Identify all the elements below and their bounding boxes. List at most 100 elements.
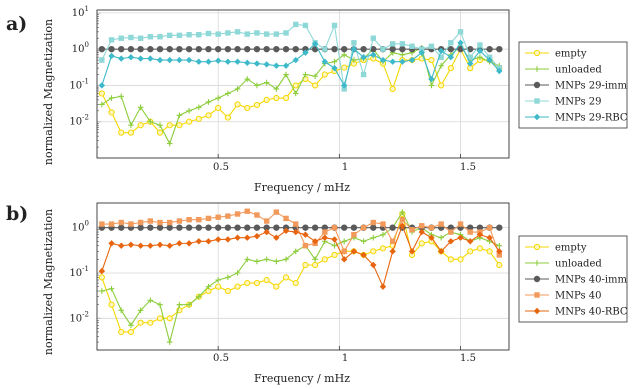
series-mnps-29-rbc-point [253, 60, 261, 67]
series-mnps-29-point [293, 21, 299, 28]
series-mnps-40-rbc-point [486, 234, 493, 241]
series-mnps-29-rbc-point [166, 56, 173, 64]
series-mnps-40-point [467, 229, 473, 235]
series-mnps-40-rbc-point [273, 234, 280, 241]
y-tick-label: 100 [72, 220, 89, 234]
series-empty-point [224, 287, 231, 295]
series-mnps-40-imm-point [166, 224, 173, 231]
series-mnps-29-rbc-point [399, 58, 406, 65]
series-mnps-29-imm-point [447, 45, 455, 53]
series-mnps-29-rbc-point [437, 47, 445, 55]
series-mnps-40-point [360, 224, 367, 231]
series-mnps-29-point [457, 29, 464, 35]
series-mnps-40-imm-point [224, 224, 232, 231]
series-unloaded-point [147, 297, 154, 304]
series-unloaded-point [234, 86, 241, 92]
series-empty-point [166, 122, 173, 129]
legend-swatch-point [534, 260, 540, 266]
panel-b: b) normalized Magnetization Frequency / … [6, 202, 628, 385]
series-mnps-29-point [399, 41, 406, 47]
legend-label: empty [555, 243, 587, 254]
legend-item-empty: empty [525, 49, 587, 60]
series-mnps-40-rbc-point [147, 242, 154, 249]
legend-item-unloaded: unloaded [525, 259, 602, 270]
series-mnps-29-rbc-point [224, 58, 232, 65]
series-mnps-29-rbc-point [418, 49, 425, 56]
series-mnps-40-point [205, 215, 212, 222]
series-mnps-40-point [496, 252, 503, 258]
series-mnps-40-point [186, 216, 192, 223]
legend-swatch-point [533, 243, 541, 251]
series-empty-point [118, 129, 125, 136]
series-mnps-29-point [302, 22, 309, 29]
series-mnps-29-imm-point [341, 45, 348, 53]
series-mnps-40-point [409, 227, 415, 233]
series-unloaded-point [292, 90, 299, 97]
series-mnps-29-imm-point [253, 45, 261, 53]
series-mnps-29-point [254, 30, 260, 36]
series-mnps-40-imm-point [137, 224, 144, 231]
series-mnps-29-rbc-point [350, 45, 358, 53]
x-axis-label-b: Frequency / mHz [254, 372, 350, 385]
series-unloaded-point [399, 51, 406, 58]
series-group [98, 208, 503, 345]
series-mnps-40-point [99, 221, 105, 227]
series-empty-point [176, 122, 183, 129]
series-mnps-40-point [448, 229, 454, 235]
series-mnps-29-imm-point [234, 45, 241, 53]
series-empty-point [98, 90, 105, 97]
series-empty-point [127, 328, 135, 336]
series-mnps-40-rbc-point [253, 232, 261, 240]
series-mnps-40-point [457, 221, 464, 227]
y-tick-label: 10-2 [69, 114, 89, 128]
legend: empty unloaded MNPs 40-imm MNPs 40 MNPs 40-R… [518, 235, 628, 323]
series-unloaded-point [205, 283, 212, 290]
series-mnps-40-point [147, 218, 154, 224]
series-mnps-29-imm-point [273, 45, 280, 53]
series-mnps-40-point [273, 209, 280, 215]
series-empty-point [379, 245, 387, 252]
series-empty-point [447, 65, 454, 72]
series-mnps-40-point [428, 224, 435, 231]
series-mnps-40-rbc-point [360, 251, 367, 259]
series-empty-point [312, 82, 319, 89]
panel-a: a) normalized Magnetization Frequency / … [6, 5, 628, 194]
series-mnps-29-point [234, 29, 241, 35]
series-mnps-40-rbc-point [350, 248, 358, 255]
series-mnps-40-point [293, 221, 299, 227]
series-mnps-40-rbc-point [408, 248, 416, 255]
series-unloaded-point [283, 71, 289, 78]
series-mnps-40-rbc [98, 222, 503, 290]
series-mnps-40-imm-point [496, 224, 503, 231]
series-empty-point [302, 261, 309, 269]
series-unloaded-point [225, 274, 231, 281]
series-mnps-29-imm-point [205, 45, 212, 53]
series-mnps-29-point [428, 43, 435, 49]
series-mnps-29-rbc-point [302, 49, 309, 56]
series-mnps-40-imm-point [370, 224, 377, 231]
series-mnps-29-imm-point [292, 45, 299, 53]
series-mnps-29-imm-point [156, 45, 164, 53]
series-mnps-40-imm-point [156, 224, 164, 231]
series-mnps-29-point [419, 46, 425, 52]
series-mnps-29-rbc-point [379, 56, 387, 64]
series-empty-point [137, 319, 144, 326]
x-tick-label: 1.5 [460, 162, 476, 173]
series-mnps-29-point [157, 34, 163, 40]
series-empty-point [108, 109, 115, 116]
series-mnps-40-point [215, 214, 221, 220]
series-mnps-40-point [399, 216, 406, 223]
series-unloaded-point [273, 258, 280, 265]
series-empty-point [282, 274, 290, 281]
legend-item-mnps-29-imm: MNPs 29-imm [525, 81, 628, 92]
series-unloaded-point [496, 242, 503, 249]
series-unloaded-point [118, 93, 125, 100]
series-mnps-40-imm-point [195, 224, 202, 231]
series-mnps-40-rbc-point [370, 261, 377, 269]
series-mnps-29-imm-point [244, 45, 251, 53]
series-mnps-40-imm-point [350, 224, 358, 231]
legend-swatch-point [533, 307, 541, 315]
series-mnps-29-imm-point [166, 45, 173, 53]
series-unloaded-point [477, 54, 483, 61]
series-mnps-40-point [118, 219, 124, 226]
